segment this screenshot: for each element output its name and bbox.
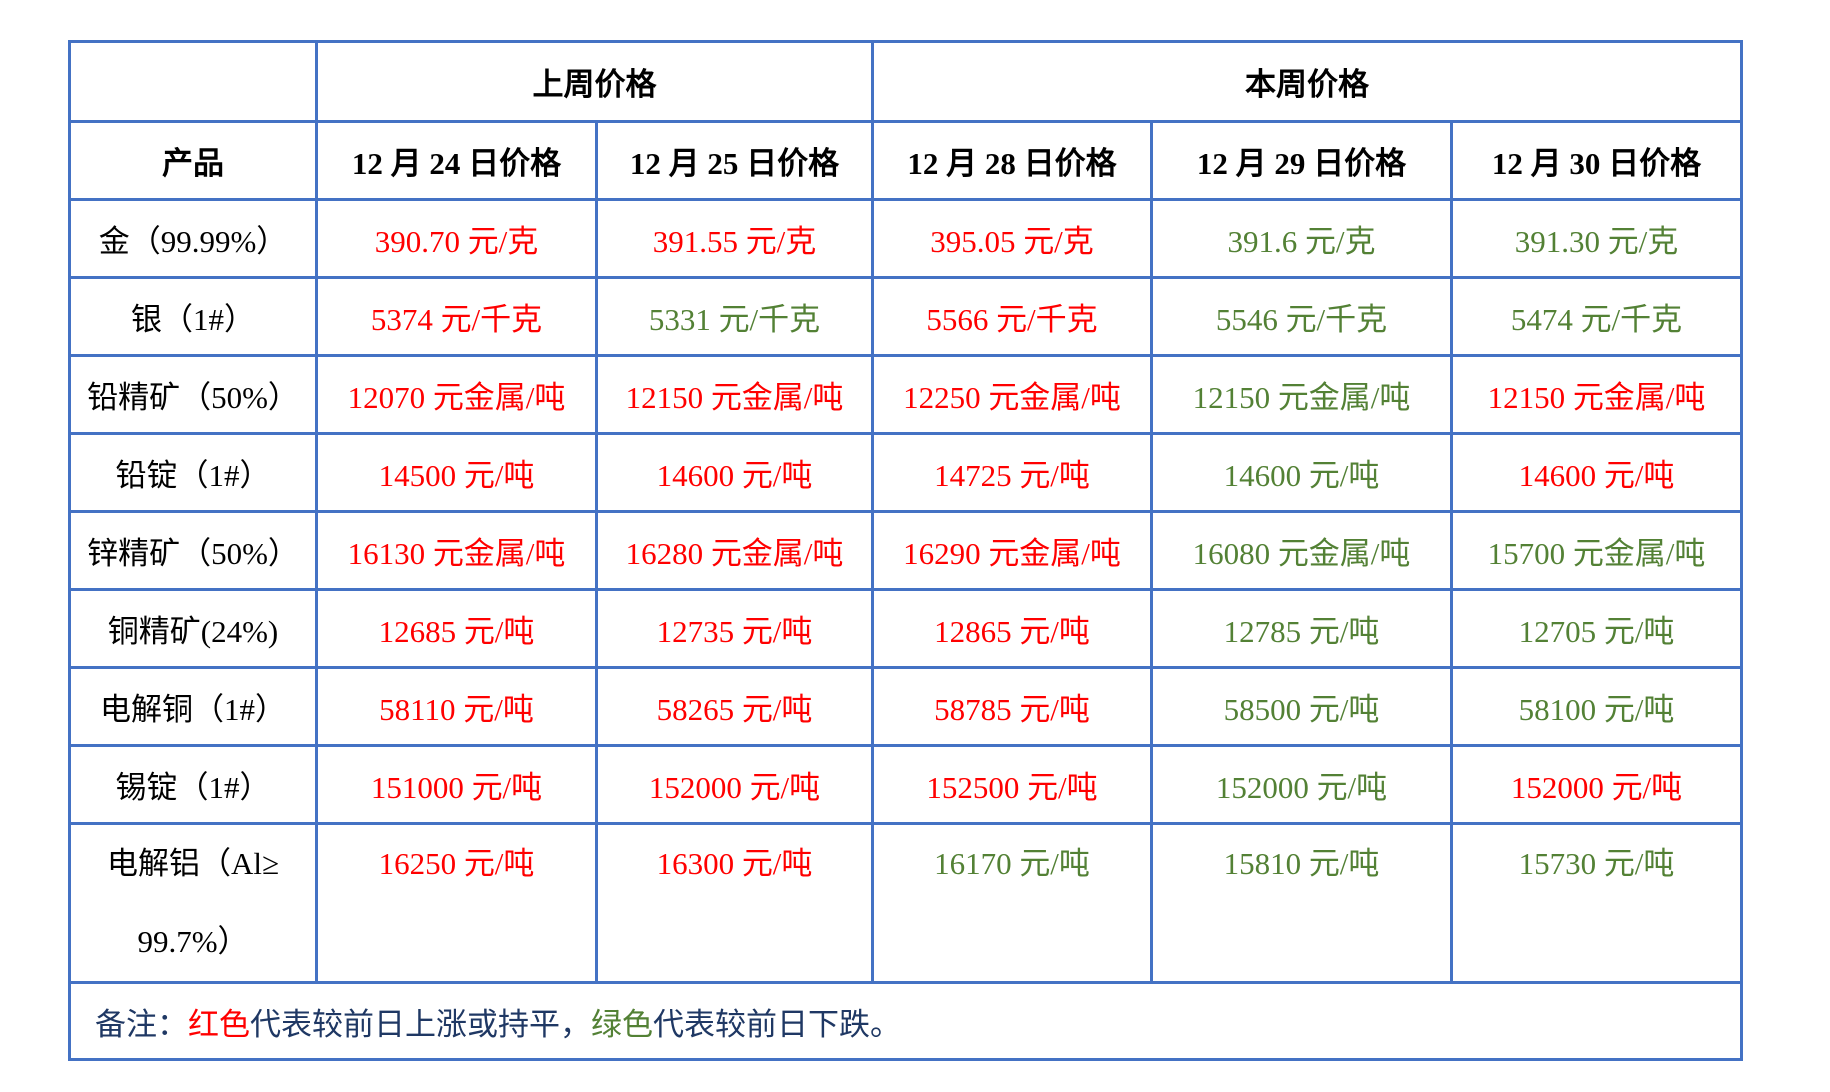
product-cell: 电解铜（1#） — [68, 666, 318, 747]
date-header-dec-25: 12 月 25 日价格 — [595, 120, 874, 201]
price-cell: 16250 元/吨 — [315, 822, 598, 984]
price-cell: 58785 元/吨 — [871, 666, 1153, 747]
price-value: 15810 元/吨 — [1223, 846, 1380, 881]
price-cell: 391.55 元/克 — [595, 198, 874, 279]
price-cell: 12865 元/吨 — [871, 588, 1153, 669]
date-header-dec-30: 12 月 30 日价格 — [1450, 120, 1743, 201]
product-cell: 电解铝（Al≥ 99.7%） — [68, 822, 318, 984]
price-cell: 14600 元/吨 — [1150, 432, 1453, 513]
price-cell: 391.6 元/克 — [1150, 198, 1453, 279]
price-cell: 16300 元/吨 — [595, 822, 874, 984]
table-row-tin-ingot: 锡锭（1#） 151000 元/吨 152000 元/吨 152500 元/吨 … — [68, 744, 1743, 825]
date-header-dec-29: 12 月 29 日价格 — [1150, 120, 1453, 201]
table-row-electrolytic-copper: 电解铜（1#） 58110 元/吨 58265 元/吨 58785 元/吨 58… — [68, 666, 1743, 747]
price-cell: 15730 元/吨 — [1450, 822, 1743, 984]
table-row-gold: 金（99.99%） 390.70 元/克 391.55 元/克 395.05 元… — [68, 198, 1743, 279]
date-header-dec-24: 12 月 24 日价格 — [315, 120, 598, 201]
price-cell: 152000 元/吨 — [1150, 744, 1453, 825]
price-cell: 16170 元/吨 — [871, 822, 1153, 984]
price-cell: 14500 元/吨 — [315, 432, 598, 513]
corner-empty-cell — [68, 40, 318, 123]
price-cell: 16080 元金属/吨 — [1150, 510, 1453, 591]
group-header-this-week: 本周价格 — [871, 40, 1743, 123]
table-row-zinc-concentrate: 锌精矿（50%） 16130 元金属/吨 16280 元金属/吨 16290 元… — [68, 510, 1743, 591]
price-cell: 12150 元金属/吨 — [1150, 354, 1453, 435]
price-cell: 14725 元/吨 — [871, 432, 1153, 513]
price-cell: 12150 元金属/吨 — [1450, 354, 1743, 435]
price-cell: 395.05 元/克 — [871, 198, 1153, 279]
note-red-meaning: 代表较前日上涨或持平， — [250, 1006, 591, 1042]
note-green-meaning: 代表较前日下跌。 — [653, 1006, 901, 1042]
price-cell: 5546 元/千克 — [1150, 276, 1453, 357]
price-cell: 15700 元金属/吨 — [1450, 510, 1743, 591]
product-column-header: 产品 — [68, 120, 318, 201]
table-row-copper-concentrate: 铜精矿(24%) 12685 元/吨 12735 元/吨 12865 元/吨 1… — [68, 588, 1743, 669]
price-cell: 152000 元/吨 — [595, 744, 874, 825]
price-cell: 152500 元/吨 — [871, 744, 1153, 825]
group-header-last-week: 上周价格 — [315, 40, 874, 123]
note-prefix: 备注： — [95, 1006, 188, 1042]
price-cell: 16290 元金属/吨 — [871, 510, 1153, 591]
price-cell: 58110 元/吨 — [315, 666, 598, 747]
price-cell: 5566 元/千克 — [871, 276, 1153, 357]
price-cell: 58265 元/吨 — [595, 666, 874, 747]
product-cell: 锌精矿（50%） — [68, 510, 318, 591]
product-cell: 锡锭（1#） — [68, 744, 318, 825]
table-row-silver: 银（1#） 5374 元/千克 5331 元/千克 5566 元/千克 5546… — [68, 276, 1743, 357]
price-cell: 12070 元金属/吨 — [315, 354, 598, 435]
product-cell: 铅锭（1#） — [68, 432, 318, 513]
price-value: 16250 元/吨 — [378, 846, 535, 881]
product-cell: 铅精矿（50%） — [68, 354, 318, 435]
price-cell: 58100 元/吨 — [1450, 666, 1743, 747]
legend-note-row: 备注：红色代表较前日上涨或持平，绿色代表较前日下跌。 — [68, 981, 1743, 1061]
price-cell: 5374 元/千克 — [315, 276, 598, 357]
price-cell: 5331 元/千克 — [595, 276, 874, 357]
price-cell: 58500 元/吨 — [1150, 666, 1453, 747]
product-cell: 铜精矿(24%) — [68, 588, 318, 669]
price-cell: 152000 元/吨 — [1450, 744, 1743, 825]
price-cell: 12250 元金属/吨 — [871, 354, 1153, 435]
price-cell: 12785 元/吨 — [1150, 588, 1453, 669]
price-value: 16300 元/吨 — [656, 846, 813, 881]
price-cell: 12705 元/吨 — [1450, 588, 1743, 669]
price-value: 15730 元/吨 — [1518, 846, 1675, 881]
table-row-lead-ingot: 铅锭（1#） 14500 元/吨 14600 元/吨 14725 元/吨 146… — [68, 432, 1743, 513]
price-cell: 5474 元/千克 — [1450, 276, 1743, 357]
price-value: 16170 元/吨 — [934, 846, 1090, 881]
price-cell: 151000 元/吨 — [315, 744, 598, 825]
price-cell: 16130 元金属/吨 — [315, 510, 598, 591]
price-cell: 12735 元/吨 — [595, 588, 874, 669]
product-label: 电解铝（Al≥ 99.7%） — [106, 846, 279, 959]
price-cell: 391.30 元/克 — [1450, 198, 1743, 279]
note-green-label: 绿色 — [591, 1006, 653, 1042]
product-cell: 银（1#） — [68, 276, 318, 357]
table-row-lead-concentrate: 铅精矿（50%） 12070 元金属/吨 12150 元金属/吨 12250 元… — [68, 354, 1743, 435]
price-cell: 390.70 元/克 — [315, 198, 598, 279]
legend-note-cell: 备注：红色代表较前日上涨或持平，绿色代表较前日下跌。 — [68, 981, 1743, 1061]
price-cell: 15810 元/吨 — [1150, 822, 1453, 984]
table-row-electrolytic-aluminum: 电解铝（Al≥ 99.7%） 16250 元/吨 16300 元/吨 16170… — [68, 822, 1743, 984]
price-cell: 16280 元金属/吨 — [595, 510, 874, 591]
note-red-label: 红色 — [188, 1006, 250, 1042]
price-cell: 12685 元/吨 — [315, 588, 598, 669]
column-header-row: 产品 12 月 24 日价格 12 月 25 日价格 12 月 28 日价格 1… — [68, 120, 1743, 201]
price-cell: 14600 元/吨 — [1450, 432, 1743, 513]
product-cell: 金（99.99%） — [68, 198, 318, 279]
price-cell: 12150 元金属/吨 — [595, 354, 874, 435]
metal-price-table: 上周价格 本周价格 产品 12 月 24 日价格 12 月 25 日价格 12 … — [68, 40, 1743, 1061]
group-header-row: 上周价格 本周价格 — [68, 40, 1743, 123]
date-header-dec-28: 12 月 28 日价格 — [871, 120, 1153, 201]
price-cell: 14600 元/吨 — [595, 432, 874, 513]
